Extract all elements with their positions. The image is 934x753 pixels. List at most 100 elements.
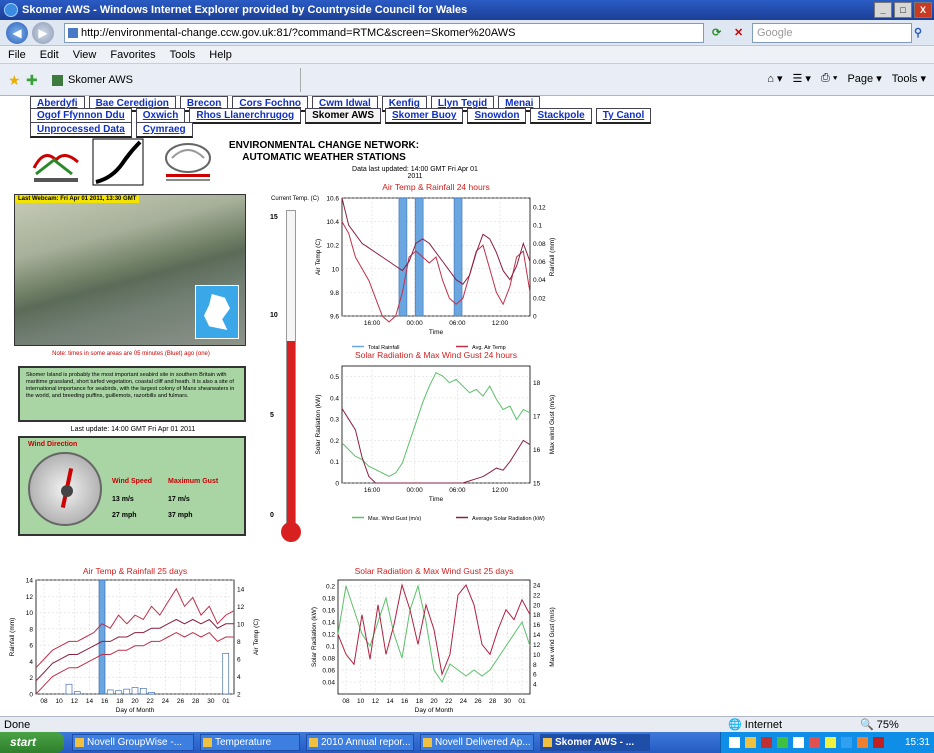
page-menu[interactable]: Page ▾	[847, 73, 882, 85]
wind-last-update: Last update: 14:00 GMT Fri Apr 01 2011	[70, 426, 196, 433]
address-bar[interactable]: http://environmental-change.ccw.gov.uk:8…	[64, 23, 704, 43]
zoom-level[interactable]: 🔍 75%	[860, 719, 899, 731]
tray-icon-1[interactable]	[729, 737, 740, 748]
menu-help[interactable]: Help	[209, 49, 232, 61]
y-tick-label: 0.1	[326, 644, 335, 651]
add-favorite-icon[interactable]: ✚	[26, 72, 38, 88]
menu-file[interactable]: File	[8, 49, 26, 61]
x-tick-label: 26	[177, 698, 185, 705]
nav-tab-cymraeg[interactable]: Cymraeg	[135, 122, 193, 138]
tray-icon-6[interactable]	[809, 737, 820, 748]
rainfall-bar	[98, 579, 106, 695]
menu-tools[interactable]: Tools	[169, 49, 196, 61]
y2-tick-label: 8	[237, 639, 241, 646]
stop-icon[interactable]: ✕	[734, 27, 744, 39]
chart-title: Solar Radiation & Max Wind Gust 24 hours	[355, 350, 517, 360]
y-axis-label: Solar Radiation (kW)	[315, 395, 322, 455]
ie-icon	[4, 3, 18, 17]
tray-icon-7[interactable]	[825, 737, 836, 748]
maximize-button[interactable]: □	[894, 2, 912, 18]
nav-row: Ogof Ffynnon Ddu Oxwich Rhos Llanerchrugog…	[30, 108, 690, 124]
chart-solar-wind-24h: Solar Radiation & Max Wind Gust 24 hours…	[315, 350, 556, 522]
y2-tick-label: 10	[237, 621, 245, 628]
y2-tick-label: 16	[533, 622, 541, 629]
nav-tab-ty-canol[interactable]: Ty Canol	[595, 108, 652, 124]
window-controls: _ □ X	[874, 2, 932, 18]
x-tick-label: 06:00	[449, 487, 466, 494]
taskbar-item-label: Novell Delivered Ap...	[435, 737, 531, 748]
x-tick-label: 18	[116, 698, 124, 705]
thermo-tick-0: 0	[270, 512, 274, 519]
address-row: ◀ ▶ http://environmental-change.ccw.gov.…	[0, 20, 934, 46]
heading-line-2: AUTOMATIC WEATHER STATIONS	[242, 152, 406, 163]
y-tick-label: 0.14	[322, 620, 335, 627]
taskbar-item-label: Novell GroupWise -...	[87, 737, 183, 748]
x-axis-label: Day of Month	[116, 707, 155, 714]
browser-tab[interactable]: Skomer AWS	[52, 70, 133, 90]
taskbar-item[interactable]: Novell GroupWise -...	[72, 734, 194, 751]
y2-tick-label: 0.04	[533, 277, 546, 284]
tray-icon-2[interactable]	[745, 737, 756, 748]
forward-button[interactable]: ▶	[32, 22, 54, 44]
webcam-label: Last Webcam: Fri Apr 01 2011, 13:30 GMT	[15, 195, 140, 203]
y-tick-label: 4	[29, 659, 33, 666]
legend-label: Avg. Air Temp	[472, 345, 506, 351]
nav-tab-skomer-aws[interactable]: Skomer AWS	[305, 108, 382, 124]
max-gust-mph: 37 mph	[168, 512, 193, 519]
x-axis-label: Day of Month	[415, 707, 454, 714]
tools-menu[interactable]: Tools ▾	[891, 73, 926, 85]
print-icon[interactable]: ⎙ ▾	[820, 72, 838, 84]
task-app-icon	[543, 738, 552, 747]
search-input[interactable]: Google	[752, 23, 912, 43]
tray-icon-10[interactable]	[873, 737, 884, 748]
y-axis-label: Solar Radiation (kW)	[311, 607, 318, 667]
task-app-icon	[203, 738, 212, 747]
search-icon[interactable]: ⚲	[914, 27, 923, 39]
x-axis-label: Time	[429, 496, 444, 503]
menu-edit[interactable]: Edit	[39, 49, 59, 61]
menu-favorites[interactable]: Favorites	[110, 49, 156, 61]
y2-axis-label: Max wind Gust (m/s)	[549, 395, 556, 455]
home-icon[interactable]: ⌂ ▾	[767, 73, 783, 85]
y-tick-label: 0	[335, 481, 339, 488]
nav-tab-unprocessed-data[interactable]: Unprocessed Data	[30, 122, 132, 138]
x-tick-label: 26	[474, 698, 482, 705]
nav-tab-snowdon[interactable]: Snowdon	[467, 108, 527, 124]
tray-icon-4[interactable]	[777, 737, 788, 748]
favorites-star-icon[interactable]: ★	[8, 72, 21, 88]
y-tick-label: 0.16	[322, 608, 335, 615]
rainfall-bar	[139, 688, 147, 695]
tray-icon-8[interactable]	[841, 737, 852, 748]
tray-icon-3[interactable]	[761, 737, 772, 748]
y2-tick-label: 4	[533, 682, 537, 689]
menu-view[interactable]: View	[72, 49, 97, 61]
taskbar-item[interactable]: Novell Delivered Ap...	[420, 734, 534, 751]
y2-tick-label: 4	[237, 674, 241, 681]
tray-icon-5[interactable]	[793, 737, 804, 748]
nav-tab-skomer-buoy[interactable]: Skomer Buoy	[385, 108, 464, 124]
rainfall-bar	[65, 683, 73, 695]
feeds-icon[interactable]: ☰ ▾	[792, 73, 811, 85]
close-button[interactable]: X	[914, 2, 932, 18]
nav-tab-rhos-llanerchrugog[interactable]: Rhos Llanerchrugog	[189, 108, 302, 124]
refresh-icon[interactable]: ⟳	[712, 27, 722, 39]
start-button[interactable]: start	[0, 732, 64, 753]
x-tick-label: 28	[192, 698, 200, 705]
y2-tick-label: 0.06	[533, 259, 546, 266]
webcam-note: Note: times in some areas are 05 minutes…	[52, 351, 210, 357]
x-tick-label: 28	[489, 698, 497, 705]
y2-tick-label: 6	[533, 672, 537, 679]
y-tick-label: 0.06	[322, 668, 335, 675]
tray-icon-9[interactable]	[857, 737, 868, 748]
back-button[interactable]: ◀	[6, 22, 28, 44]
series-line	[35, 587, 235, 669]
status-text: Done	[4, 719, 31, 731]
y2-tick-label: 8	[533, 662, 537, 669]
taskbar-item[interactable]: Temperature	[200, 734, 300, 751]
nav-tab-stackpole[interactable]: Stackpole	[530, 108, 592, 124]
minimize-button[interactable]: _	[874, 2, 892, 18]
wind-panel: Wind Direction Wind Speed Maximum Gust 1…	[18, 436, 246, 536]
taskbar-item[interactable]: 2010 Annual repor...	[306, 734, 414, 751]
site-description: Skomer Island is probably the most impor…	[18, 366, 246, 422]
taskbar-item[interactable]: Skomer AWS - ...	[540, 734, 650, 751]
